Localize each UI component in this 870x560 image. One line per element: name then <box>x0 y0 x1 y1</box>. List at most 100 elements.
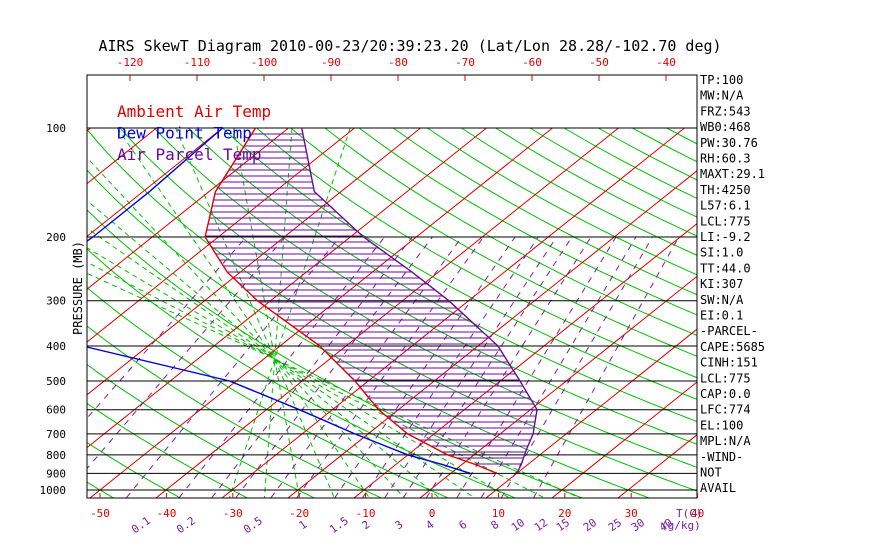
mixing-ratio-line <box>533 236 680 498</box>
top-temp-tick-label: -60 <box>522 56 542 69</box>
stat-item: WB0:468 <box>700 120 751 134</box>
mixing-ratio-label: 3 <box>393 518 406 532</box>
parcel-temp-line <box>301 127 538 474</box>
top-temp-tick-label: -40 <box>656 56 676 69</box>
dry-adiabat <box>290 127 697 357</box>
isotherm-line <box>618 434 697 498</box>
top-temp-tick-labels: -120 -110 -100 -90 -80 -70 -60 -50 -40 <box>117 56 676 81</box>
dry-adiabat <box>87 286 448 498</box>
top-temp-tick-label: -70 <box>455 56 475 69</box>
isotherm-line <box>87 127 355 343</box>
stat-item: TT:44.0 <box>700 261 751 275</box>
mixing-ratio-line <box>126 236 341 498</box>
mixing-unit-label: (g/kg) <box>661 519 701 532</box>
mixing-ratio-label: 25 <box>606 516 624 534</box>
top-temp-tick-label: -80 <box>388 56 408 69</box>
isotherm-line <box>552 381 697 498</box>
mixing-ratio-line <box>500 236 653 498</box>
stat-item: CINH:151 <box>700 356 758 370</box>
mixing-ratio-label: 0.2 <box>174 514 198 536</box>
dry-adiabat <box>0 128 46 498</box>
mixing-ratio-labels: 0.1 0.2 0.5 1 1.5 2 3 4 6 8 10 12 15 20 25 30 40 <box>129 514 675 536</box>
stat-item: SW:N/A <box>700 293 744 307</box>
moist-adiabat <box>116 127 370 498</box>
mixing-ratio-label: 8 <box>489 518 502 532</box>
mixing-ratio-line <box>426 236 592 498</box>
mixing-ratio-line <box>211 236 413 498</box>
stat-item: TP:100 <box>700 73 743 87</box>
y-axis-label: PRESSURE (MB) <box>71 241 85 335</box>
mixing-ratio-label: 1.5 <box>327 514 351 536</box>
mixing-ratio-label: 30 <box>629 516 647 534</box>
bottom-temp-tick-label: 10 <box>492 507 505 520</box>
stat-item: LCL:775 <box>700 214 751 228</box>
dry-adiabat <box>324 127 697 336</box>
dry-adiabat <box>87 364 314 498</box>
stat-item: KI:307 <box>700 277 743 291</box>
mixing-ratio-label: 2 <box>360 518 373 532</box>
mixing-ratio-label: 0.5 <box>241 514 265 536</box>
dry-adiabat <box>358 127 697 316</box>
mixing-ratio-lines <box>87 236 680 498</box>
moist-adiabat <box>233 127 300 498</box>
dry-adiabat <box>87 481 114 498</box>
isotherm-line <box>156 127 619 498</box>
bottom-temp-tick-label: 0 <box>429 507 436 520</box>
moist-adiabat <box>229 127 351 498</box>
dewpoint-temp-line <box>87 127 471 475</box>
stat-item: MW:N/A <box>700 89 744 103</box>
isotherm-line <box>486 328 697 498</box>
stat-item: LCL:775 <box>700 371 751 385</box>
isotherm-line <box>90 127 553 498</box>
mixing-ratio-label: 1 <box>297 518 310 532</box>
moist-adiabat <box>87 272 580 498</box>
dry-adiabat <box>87 209 582 498</box>
stat-item: CAP:0.0 <box>700 387 751 401</box>
bottom-temp-tick-labels: -50 -40 -30 -20 -10 0 10 20 30 40 <box>90 493 704 520</box>
moist-adiabat <box>87 227 475 498</box>
isotherm-line <box>87 127 487 449</box>
dry-adiabat <box>256 127 697 379</box>
mixing-ratio-label: 40 <box>657 516 675 534</box>
top-temp-tick-label: -50 <box>589 56 609 69</box>
dry-adiabat <box>87 402 248 498</box>
moist-adiabat <box>263 127 293 498</box>
pressure-tick-label: 900 <box>46 467 66 480</box>
dry-adiabat <box>837 128 870 498</box>
dry-adiabat <box>495 127 697 237</box>
pressure-tick-label: 400 <box>46 340 66 353</box>
dry-adiabat <box>769 128 870 498</box>
chart-title: AIRS SkewT Diagram 2010-00-23/20:39:23.2… <box>98 37 721 55</box>
mixing-ratio-label: 0.1 <box>129 514 153 536</box>
stat-item: EL:100 <box>700 418 743 432</box>
dry-adiabat <box>87 128 697 492</box>
ambient-temp-line <box>204 127 498 475</box>
isotherm-line <box>0 128 25 498</box>
profile-lines <box>87 127 538 475</box>
isotherm-line <box>222 127 685 498</box>
mixing-ratio-line <box>178 236 385 498</box>
mixing-ratio-line <box>270 236 463 498</box>
mixing-ratio-line <box>362 236 539 498</box>
isotherm-line <box>87 127 223 238</box>
pressure-tick-label: 100 <box>46 122 66 135</box>
stat-item: L57:6.1 <box>700 199 751 213</box>
stat-item: EI:0.1 <box>700 309 743 323</box>
mixing-ratio-line <box>456 236 617 498</box>
bottom-unit-label: T(C) <box>676 507 703 520</box>
moist-adiabat <box>175 127 335 498</box>
dry-adiabat <box>87 441 181 498</box>
bottom-temp-tick-label: 30 <box>625 507 638 520</box>
dry-adiabat <box>632 127 697 163</box>
dry-adiabat <box>87 248 515 498</box>
top-temp-tick-label: -120 <box>117 56 144 69</box>
dry-adiabat <box>153 127 697 445</box>
bottom-temp-tick-label: -40 <box>156 507 176 520</box>
isotherm-lines <box>0 127 697 498</box>
stat-item: -PARCEL- <box>700 324 758 338</box>
pressure-tick-labels: 100 200 300 400 500 600 700 800 900 1000 <box>40 122 67 497</box>
stat-item: PW:30.76 <box>700 136 758 150</box>
legend: Ambient Air Temp Dew Point Temp Air Parcel… <box>117 102 271 164</box>
